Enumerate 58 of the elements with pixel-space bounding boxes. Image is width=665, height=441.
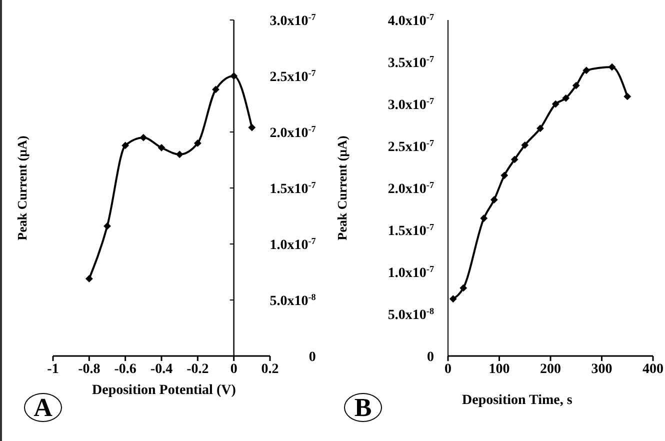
point: [460, 284, 467, 292]
point: [511, 156, 518, 163]
y-tick-label: 3.0x10$^{-7}$: [388, 96, 434, 113]
point: [86, 275, 93, 282]
y-tick-label: 3.0x10$^{-7}$: [270, 12, 316, 29]
y-tick-label: 2.5x10$^{-7}$: [270, 68, 316, 85]
point: [572, 82, 580, 90]
point: [140, 134, 147, 142]
y-axis-title: Peak Current (µA): [14, 136, 30, 240]
y-tick-label: 1.0x10$^{-7}$: [388, 264, 434, 281]
y-tick-label: 1.5x10$^{-7}$: [388, 222, 434, 239]
text: A: [24, 393, 62, 422]
y-tick-label: 1.5x10$^{-7}$: [270, 180, 316, 197]
x-tick-label: 0: [444, 362, 452, 377]
y-tick-label: 1.0x10$^{-7}$: [270, 236, 316, 253]
y-tick-label: 5.0x10$^{-8}$: [270, 292, 316, 309]
point: [562, 94, 570, 102]
point: [536, 124, 544, 132]
y-tick-label: 4.0x10$^{-7}$: [388, 12, 434, 29]
point: [490, 196, 498, 204]
x-tick-label: 0: [230, 362, 238, 377]
point: [122, 142, 129, 149]
x-tick-label: -0.4: [150, 362, 173, 377]
point: [450, 295, 457, 302]
y-tick-label: 0: [308, 350, 316, 365]
y-tick-label: 0: [427, 350, 434, 365]
point: [582, 66, 590, 74]
point: [521, 142, 528, 149]
y-tick-label: 5.0x10$^{-8}$: [388, 306, 434, 323]
point: [552, 100, 560, 108]
x-tick-label: -0.2: [186, 362, 209, 377]
x-tick-label: -0.6: [114, 362, 136, 377]
point: [480, 214, 488, 222]
x-tick-label: 300: [591, 362, 612, 377]
x-axis-title: Deposition Time, s: [462, 393, 572, 409]
x-tick-label: 400: [642, 362, 664, 377]
point: [158, 144, 165, 152]
x-tick-label: -1: [47, 362, 59, 377]
x-tick-label: 200: [540, 362, 561, 377]
text: B: [344, 393, 382, 422]
x-tick-label: 100: [488, 362, 510, 377]
point: [624, 92, 631, 100]
y-axis-title: Peak Current (µA): [334, 136, 350, 240]
x-tick-label: -0.8: [78, 362, 100, 377]
x-tick-label: 0.2: [261, 362, 279, 377]
point: [212, 86, 220, 93]
y-tick-label: 2.0x10$^{-7}$: [388, 180, 434, 197]
point: [104, 222, 111, 230]
y-tick-label: 2.5x10$^{-7}$: [388, 138, 434, 155]
point: [500, 172, 508, 179]
point: [608, 64, 616, 71]
y-tick-label: 2.0x10$^{-7}$: [270, 124, 316, 141]
y-tick-label: 3.5x10$^{-7}$: [388, 54, 434, 71]
point: [248, 124, 256, 132]
x-axis-title: Deposition Potential (V): [92, 383, 236, 399]
point: [194, 140, 202, 147]
point: [230, 72, 238, 80]
point: [176, 150, 184, 158]
